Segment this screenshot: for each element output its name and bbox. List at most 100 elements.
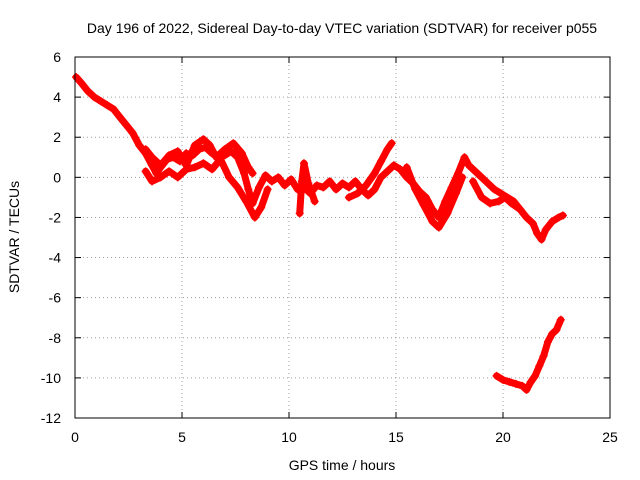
data-point-main — [255, 183, 264, 192]
data-point-main — [471, 167, 480, 176]
chart-title: Day 196 of 2022, Sidereal Day-to-day VTE… — [87, 20, 597, 36]
data-point-main — [490, 185, 499, 194]
data-point-side-branch — [501, 193, 510, 202]
series-mid-spike — [296, 159, 319, 217]
data-point-main — [103, 101, 112, 110]
data-point-side-branch — [469, 177, 478, 186]
x-tick-label: 15 — [388, 429, 404, 445]
data-point-main — [447, 183, 456, 192]
data-point-main — [344, 183, 353, 192]
x-tick-label: 10 — [281, 429, 297, 445]
data-point-lower-branch — [233, 183, 242, 192]
data-point-low-segment — [492, 371, 501, 380]
data-point-rising-branch — [383, 145, 392, 154]
data-point-main — [122, 121, 131, 130]
data-point-low-segment — [552, 325, 561, 334]
data-point-lower-branch — [199, 159, 208, 168]
data-point-main — [325, 177, 334, 186]
data-point-main — [96, 97, 105, 106]
data-point-lower-branch — [173, 173, 182, 182]
data-point-lower-branch — [182, 165, 191, 174]
y-tick-label: 4 — [53, 89, 61, 105]
data-point-main — [351, 177, 360, 186]
data-point-main — [377, 173, 386, 182]
series-lower-branch — [142, 155, 272, 221]
data-point-mid-spike — [297, 177, 306, 186]
data-point-main — [77, 79, 86, 88]
data-point-upper-branch — [190, 141, 199, 150]
data-point-valley-branch — [458, 173, 467, 182]
data-point-side-branch — [516, 205, 525, 214]
data-point-main — [460, 153, 469, 162]
y-tick-label: -8 — [49, 330, 62, 346]
data-point-low-segment — [511, 379, 520, 388]
data-point-lower-branch — [190, 163, 199, 172]
data-point-rising-branch — [377, 157, 386, 166]
data-point-upper-branch — [156, 161, 165, 170]
data-point-rising-branch — [362, 181, 371, 190]
data-point-main — [261, 171, 270, 180]
data-point-valley-branch — [419, 201, 428, 210]
data-point-lower-branch — [216, 155, 225, 164]
x-tick-label: 20 — [495, 429, 511, 445]
data-point-mid-spike — [299, 159, 308, 168]
data-point-main — [135, 141, 144, 150]
data-point-main — [319, 183, 328, 192]
data-point-main — [541, 225, 550, 234]
x-tick-label: 0 — [71, 429, 79, 445]
data-point-main — [280, 181, 289, 190]
y-axis-label: SDTVAR / TECUs — [6, 181, 22, 293]
data-point-upper-branch — [165, 151, 174, 160]
data-point-lower-branch — [165, 167, 174, 176]
data-point-main — [338, 179, 347, 188]
data-point-main — [72, 73, 81, 82]
data-series — [72, 73, 567, 394]
data-point-main — [332, 185, 341, 194]
data-point-main — [396, 165, 405, 174]
x-tick-label: 25 — [602, 429, 618, 445]
y-tick-label: -12 — [41, 410, 61, 426]
data-point-valley-branch — [434, 223, 443, 232]
data-point-low-segment — [505, 377, 514, 386]
data-point-low-segment — [548, 329, 557, 338]
data-point-main — [128, 129, 137, 138]
data-point-low-segment — [526, 377, 535, 386]
data-point-upper-branch — [248, 169, 257, 178]
y-tick-label: -2 — [49, 209, 62, 225]
data-point-low-segment — [518, 381, 527, 390]
data-point-main — [548, 217, 557, 226]
data-point-side-branch — [477, 193, 486, 202]
y-tick-label: -4 — [49, 250, 62, 266]
data-point-side-branch — [507, 199, 516, 208]
data-point-low-segment — [543, 337, 552, 346]
data-point-rising-branch — [370, 169, 379, 178]
data-point-low-segment — [556, 315, 565, 324]
series-valley-branch — [403, 163, 466, 231]
data-point-mid-spike — [310, 197, 319, 206]
data-point-main — [528, 219, 537, 228]
data-point-upper-branch — [229, 139, 238, 148]
y-tick-label: -10 — [41, 370, 61, 386]
data-point-main — [148, 161, 157, 170]
axis-ticks: 0 5 10 15 20 25 -12 -10 -8 -6 -4 -2 0 2 4 6 — [41, 49, 618, 445]
data-point-valley-branch — [451, 189, 460, 198]
data-point-main — [464, 161, 473, 170]
data-point-side-branch — [494, 197, 503, 206]
gridlines — [75, 57, 610, 418]
data-point-main — [83, 87, 92, 96]
data-point-low-segment — [531, 371, 540, 380]
y-tick-label: 6 — [53, 49, 61, 65]
data-point-mid-spike — [304, 179, 313, 188]
data-point-main — [554, 213, 563, 222]
data-point-main — [484, 179, 493, 188]
data-point-mid-spike — [295, 209, 304, 218]
x-tick-label: 5 — [178, 429, 186, 445]
data-point-main — [115, 113, 124, 122]
data-point-main — [477, 173, 486, 182]
data-point-upper-branch — [199, 135, 208, 144]
data-point-main — [370, 185, 379, 194]
data-point-lower-branch — [257, 203, 266, 212]
data-point-main — [558, 211, 567, 220]
data-point-lower-branch — [148, 177, 157, 186]
